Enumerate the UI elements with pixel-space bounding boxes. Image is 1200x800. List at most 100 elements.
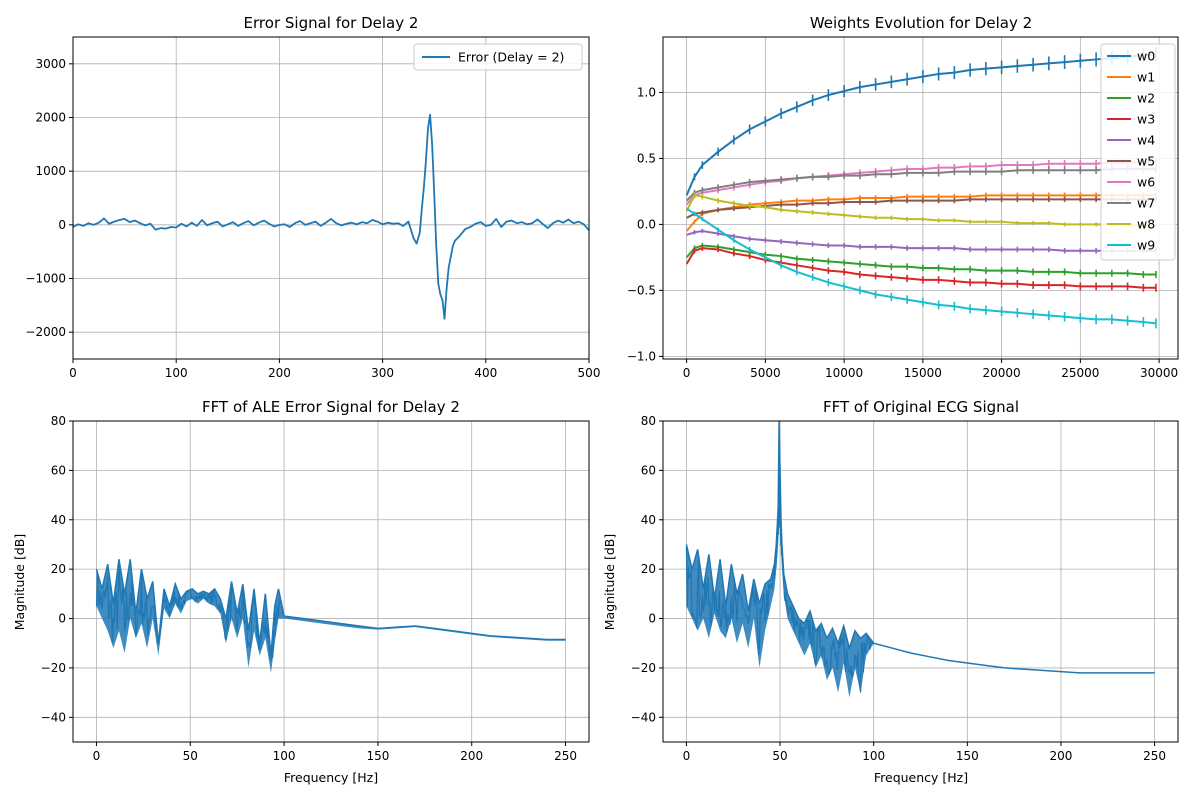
x-tick-label: 100 — [862, 749, 885, 763]
y-tick-label: 40 — [51, 513, 66, 527]
y-tick-label: −20 — [41, 661, 66, 675]
x-tick-label: 200 — [268, 366, 291, 380]
y-tick-label: −2000 — [25, 325, 66, 339]
spectrum-line — [95, 559, 566, 656]
y-tick-label: 20 — [51, 562, 66, 576]
y-tick-label: 3000 — [35, 57, 66, 71]
y-tick-label: −1000 — [25, 272, 66, 286]
chart-title: Error Signal for Delay 2 — [244, 14, 419, 32]
axes-frame — [72, 36, 590, 360]
chart-title: Weights Evolution for Delay 2 — [810, 14, 1032, 32]
legend-label-w2: w2 — [1137, 91, 1155, 106]
x-tick-label: 5000 — [750, 366, 781, 380]
x-axis-label: Frequency [Hz] — [284, 770, 378, 785]
legend-label-w5: w5 — [1137, 154, 1155, 169]
legend: w0 w1 w2 w3 w4 w5 w6 w7 w8 w9 — [1100, 43, 1176, 261]
x-tick-label: 250 — [1143, 749, 1166, 763]
x-tick-label: 50 — [772, 749, 787, 763]
series-line-w4 — [686, 229, 1156, 252]
y-tick-label: −1.0 — [627, 349, 656, 363]
y-tick-label: −40 — [41, 710, 66, 724]
legend-label-w1: w1 — [1137, 70, 1155, 85]
x-tick-label: 0 — [683, 366, 691, 380]
legend-label-w0: w0 — [1137, 49, 1155, 64]
chart-title: FFT of Original ECG Signal — [823, 398, 1019, 416]
plot-area — [73, 113, 589, 320]
y-tick-label: 1000 — [35, 164, 66, 178]
x-tick-label: 150 — [956, 749, 979, 763]
axes-frame — [662, 36, 1179, 360]
legend-label-w6: w6 — [1137, 175, 1155, 190]
x-tick-label: 500 — [578, 366, 601, 380]
y-axis-label: Magnitude [dB] — [12, 534, 27, 630]
x-tick-label: 10000 — [825, 366, 863, 380]
legend-label-w4: w4 — [1137, 133, 1155, 148]
spectrum-envelope — [686, 421, 1155, 698]
y-tick-label: 0.0 — [637, 217, 656, 231]
panel-fft-error: FFT of ALE Error Signal for Delay 2 Freq… — [12, 398, 590, 785]
series-line-w9 — [686, 207, 1157, 325]
series-line-w7 — [685, 167, 1156, 202]
legend-box — [413, 43, 583, 71]
y-tick-label: −40 — [631, 710, 656, 724]
x-tick-label: 0 — [683, 749, 691, 763]
x-tick-label: 15000 — [904, 366, 942, 380]
x-tick-label: 100 — [165, 366, 188, 380]
y-tick-label: 80 — [51, 414, 66, 428]
x-tick-label: 25000 — [1061, 366, 1099, 380]
y-tick-label: 80 — [641, 414, 656, 428]
legend: Error (Delay = 2) — [413, 43, 583, 71]
legend-label: Error (Delay = 2) — [458, 50, 564, 65]
x-tick-label: 100 — [273, 749, 296, 763]
y-tick-label: 20 — [641, 562, 656, 576]
series-line-w3 — [685, 247, 1156, 289]
plot-area — [95, 559, 566, 673]
plot-area — [685, 421, 1155, 698]
x-tick-label: 150 — [366, 749, 389, 763]
x-tick-label: 50 — [183, 749, 198, 763]
series-line-w2 — [685, 244, 1156, 276]
x-tick-label: 200 — [460, 749, 483, 763]
y-tick-label: 60 — [641, 463, 656, 477]
y-tick-label: 40 — [641, 513, 656, 527]
y-tick-label: 0 — [58, 218, 66, 232]
y-tick-label: 0 — [58, 612, 66, 626]
chart-title: FFT of ALE Error Signal for Delay 2 — [202, 398, 460, 416]
legend-label-w7: w7 — [1137, 196, 1155, 211]
legend-label-w9: w9 — [1137, 238, 1155, 253]
spectrum-noise — [685, 453, 873, 693]
panel-error-signal: Error Signal for Delay 2 0 100 200 300 400 50… — [25, 14, 600, 380]
y-tick-label: 60 — [51, 463, 66, 477]
x-tick-label: 300 — [371, 366, 394, 380]
legend-label-w8: w8 — [1137, 217, 1155, 232]
panel-weights-evolution: Weights Evolution for Delay 2 0 5000 10000… — [627, 14, 1179, 380]
series-line-w1 — [685, 194, 1156, 232]
y-tick-label: −0.5 — [627, 283, 656, 297]
series-line — [73, 113, 589, 320]
panel-fft-original: FFT of Original ECG Signal Frequency [Hz… — [602, 398, 1179, 785]
y-tick-label: 0.5 — [637, 151, 656, 165]
series-line-w8 — [685, 194, 1156, 227]
x-tick-label: 250 — [554, 749, 577, 763]
legend-label-w3: w3 — [1137, 112, 1155, 127]
series-line-w5 — [686, 198, 1156, 219]
y-tick-label: −20 — [631, 661, 656, 675]
spectrum-line — [685, 421, 1155, 674]
y-tick-label: 2000 — [35, 111, 66, 125]
x-tick-label: 0 — [69, 366, 77, 380]
y-axis-label: Magnitude [dB] — [602, 534, 617, 630]
y-tick-label: 1.0 — [637, 85, 656, 99]
axes-frame — [662, 420, 1179, 743]
series-line-w6 — [685, 161, 1156, 206]
x-tick-label: 400 — [474, 366, 497, 380]
spectrum-envelope — [96, 559, 566, 673]
x-tick-label: 30000 — [1140, 366, 1178, 380]
axes-frame — [72, 420, 590, 743]
x-tick-label: 20000 — [983, 366, 1021, 380]
y-tick-label: 0 — [648, 612, 656, 626]
series-line-w0 — [685, 53, 1157, 196]
x-tick-label: 0 — [93, 749, 101, 763]
x-axis-label: Frequency [Hz] — [874, 770, 968, 785]
x-tick-label: 200 — [1050, 749, 1073, 763]
